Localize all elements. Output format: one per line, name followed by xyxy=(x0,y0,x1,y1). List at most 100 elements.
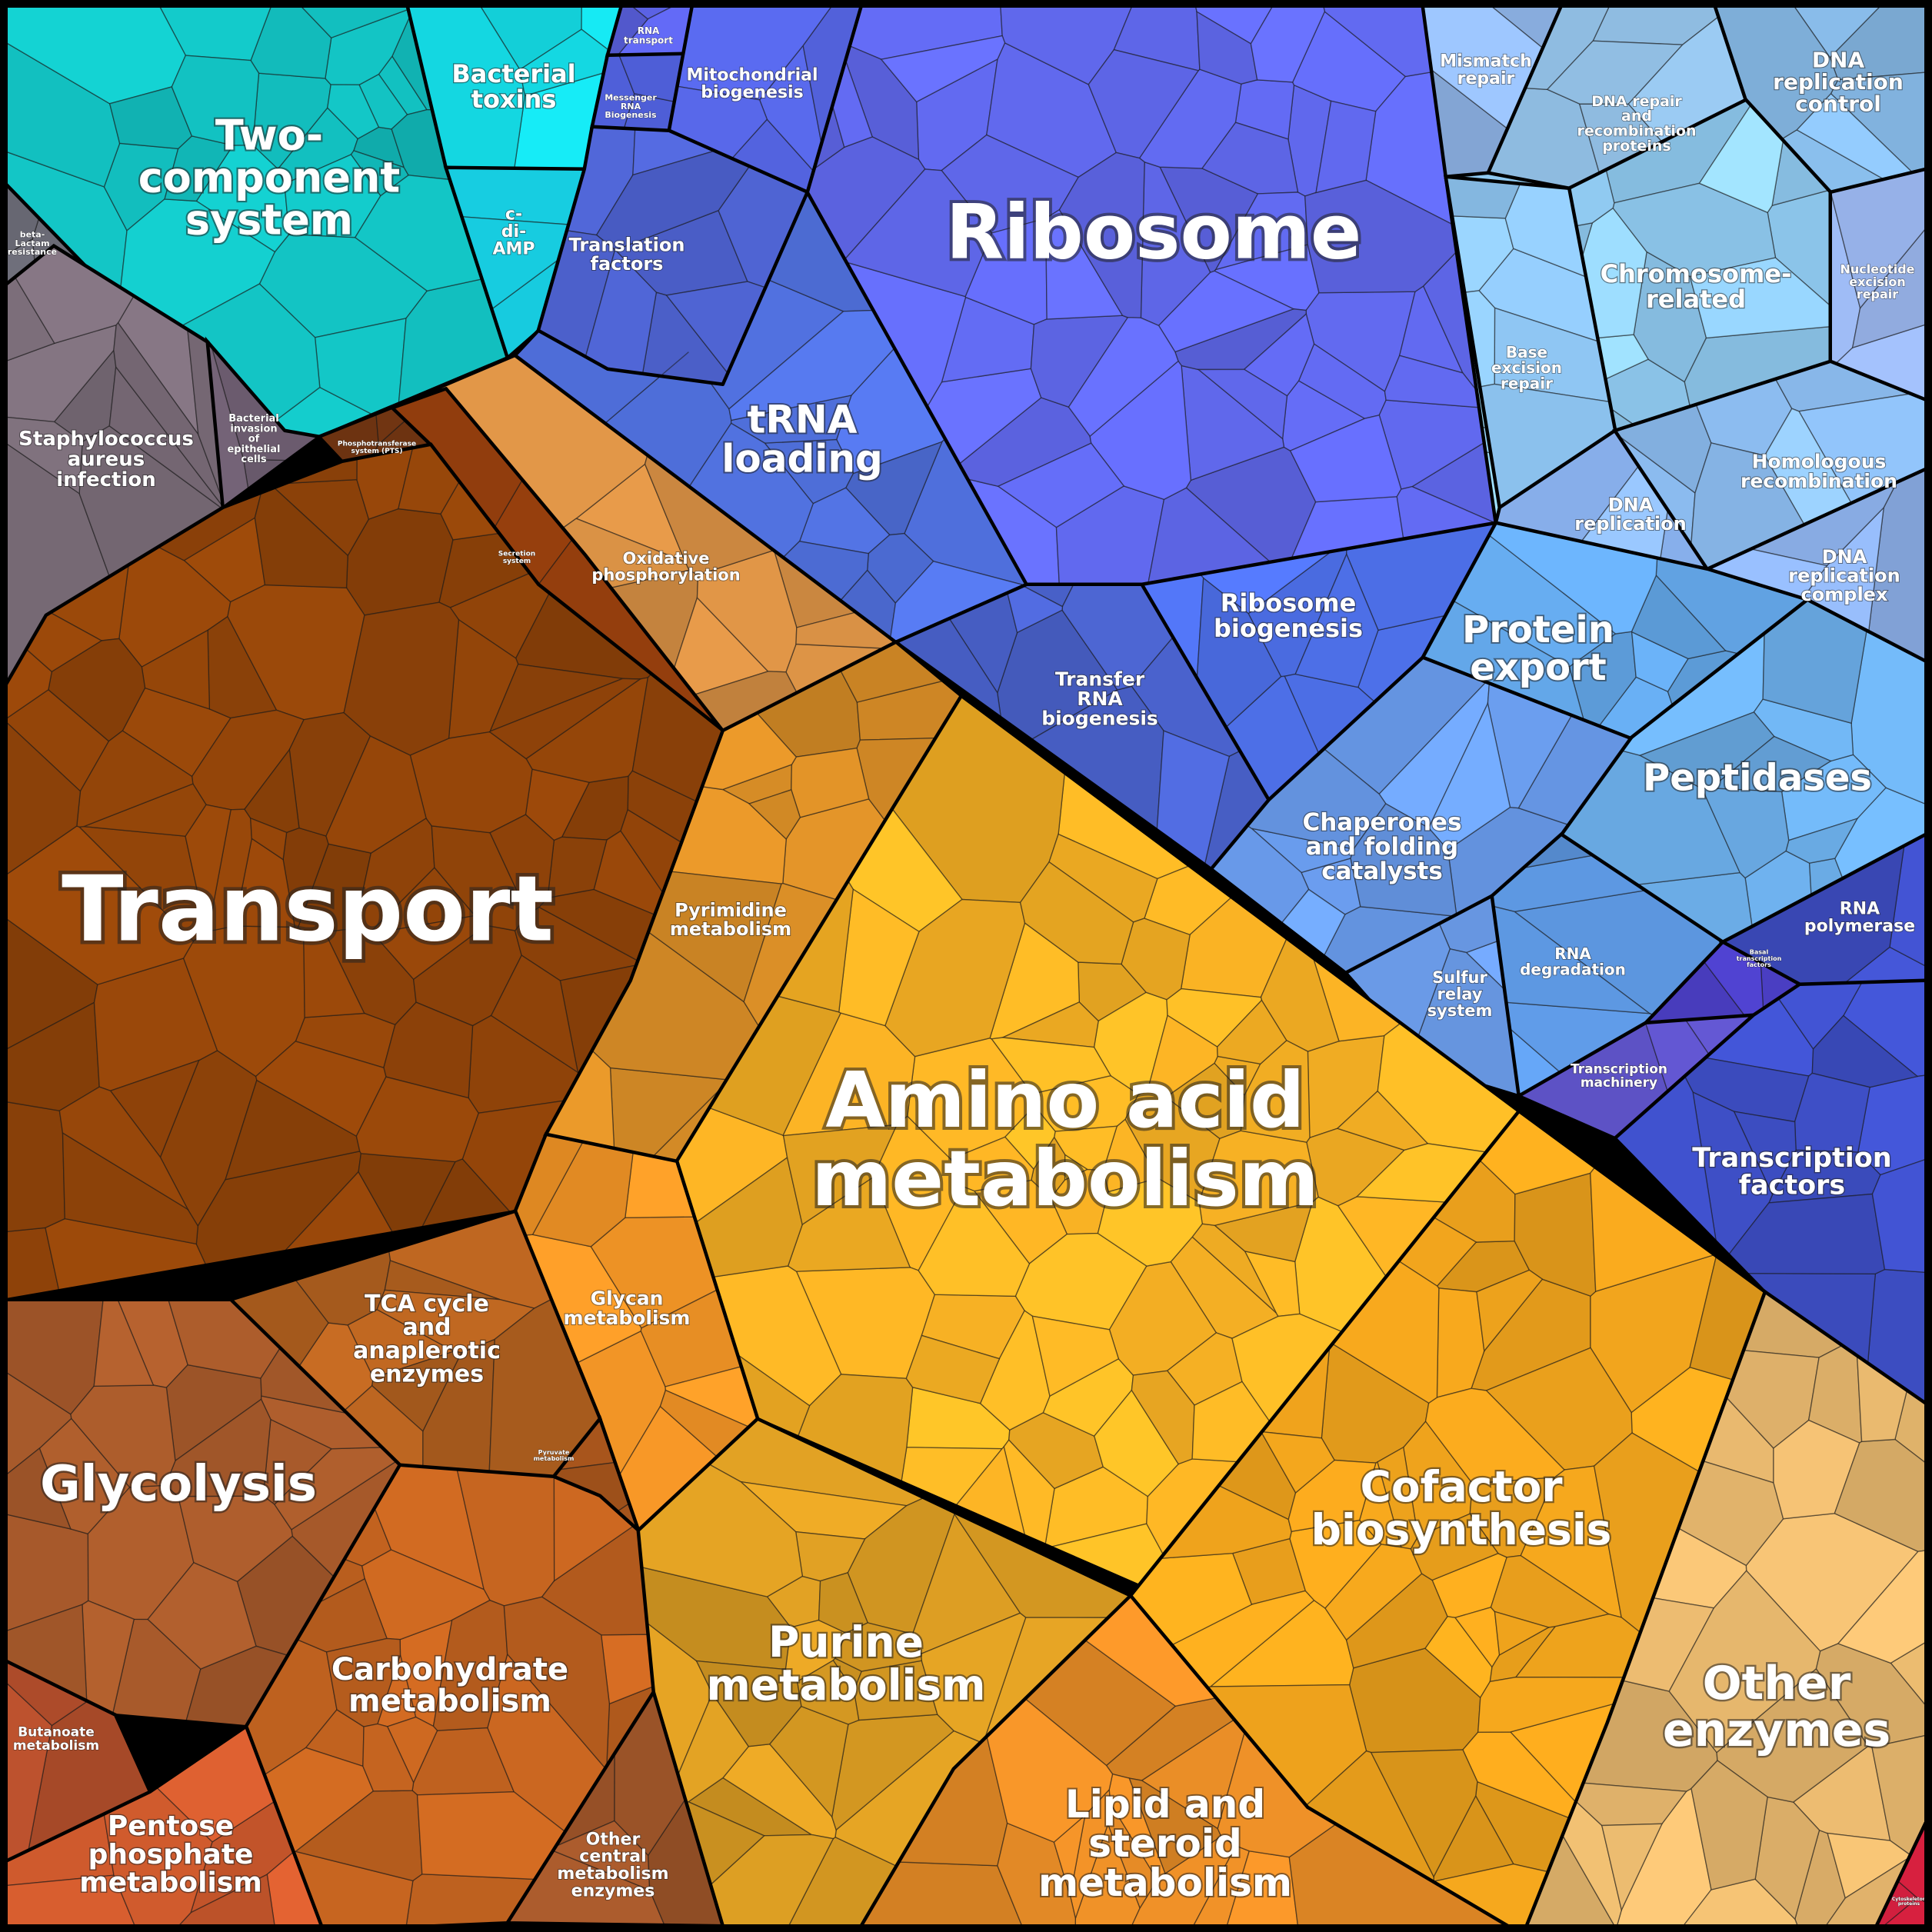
label-peptidases: Peptidases xyxy=(1643,756,1872,799)
label-beta-lactam: beta-Lactam resistance xyxy=(8,230,57,258)
region-ribosome xyxy=(805,4,1498,587)
label-sulfur: Sulfur relay system xyxy=(1427,968,1493,1020)
cell xyxy=(1068,317,1179,438)
label-pyruvate: Pyruvate metabolism xyxy=(534,1449,575,1462)
cell xyxy=(371,914,487,981)
region-transport xyxy=(4,442,725,1302)
label-pentose: Pentose phosphate metabolism xyxy=(79,1810,262,1899)
cell xyxy=(1794,1072,1870,1153)
cell xyxy=(905,1334,1001,1404)
cell xyxy=(58,1086,189,1211)
label-c-di-amp: c-di-AMP xyxy=(492,205,535,259)
region-pentose xyxy=(4,1724,326,1932)
label-protein-export: Protein export xyxy=(1462,608,1614,689)
cell xyxy=(997,442,1125,528)
label-translation: Translation factors xyxy=(569,234,685,275)
region-sulfur xyxy=(1343,893,1521,1099)
region-glycan xyxy=(513,1132,760,1534)
label-amino-acid: Amino acid metabolism xyxy=(811,1055,1319,1224)
cell xyxy=(355,1076,479,1163)
label-dna-replication: DNA replication xyxy=(1574,494,1686,535)
cell xyxy=(489,814,555,915)
cell xyxy=(1370,1749,1478,1878)
region-other-enzymes xyxy=(1524,1289,1928,1928)
region-oxphos xyxy=(391,353,900,734)
label-dna-repair: DNA repair and recombination proteins xyxy=(1577,93,1696,155)
label-pts: Phosphotransferase system (PTS) xyxy=(338,441,416,455)
label-rna-polymerase: RNA polymerase xyxy=(1804,900,1915,936)
label-ribo-biogenesis: Ribosome biogenesis xyxy=(1214,588,1363,643)
label-dna-rep-complex: DNA replication complex xyxy=(1788,546,1900,605)
cell xyxy=(1575,1782,1687,1827)
label-glycan: Glycan metabolism xyxy=(564,1287,691,1329)
cell xyxy=(362,1723,415,1792)
cell xyxy=(1004,1104,1056,1171)
label-cytoskeleton: Cytoskeleton proteins xyxy=(1892,1897,1926,1907)
label-mito: Mitochondrial biogenesis xyxy=(686,66,818,102)
cell xyxy=(1197,368,1288,440)
cell xyxy=(1315,100,1377,194)
region-carbohydrate xyxy=(244,1463,656,1932)
cell xyxy=(1031,1315,1120,1397)
cell xyxy=(343,601,460,756)
region-pyrimidine xyxy=(543,640,964,1164)
cell xyxy=(1216,999,1287,1065)
region-transfer-rna xyxy=(891,582,1272,872)
cell xyxy=(1477,1676,1625,1733)
region-mito xyxy=(667,4,864,195)
region-dna-rep-complex xyxy=(1701,466,1928,665)
cell xyxy=(303,931,365,1018)
cell xyxy=(834,1622,923,1672)
label-base-exc: Base excision repair xyxy=(1491,343,1562,393)
region-glycolysis xyxy=(4,1297,403,1729)
cell xyxy=(1019,861,1134,965)
cell xyxy=(490,954,579,1074)
cell xyxy=(1494,1611,1551,1656)
cell xyxy=(1601,1823,1664,1912)
label-homologous: Homologous recombination xyxy=(1740,450,1897,492)
label-transport: Transport xyxy=(62,856,554,962)
region-translation xyxy=(536,125,811,387)
cell xyxy=(1701,788,1790,879)
label-secretion: Secretion system xyxy=(498,551,535,565)
cell xyxy=(1410,1513,1499,1581)
label-cofactor: Cofactor biosynthesis xyxy=(1311,1462,1612,1554)
label-mismatch: Mismatch repair xyxy=(1440,52,1532,88)
cell xyxy=(76,730,194,828)
region-base-exc xyxy=(1444,175,1617,511)
region-tx-machinery xyxy=(1514,1012,1760,1141)
region-dna-rep-control xyxy=(1712,4,1928,195)
region-staph xyxy=(4,243,225,692)
cell xyxy=(1088,48,1200,159)
cell xyxy=(147,1561,257,1670)
label-transfer-rna: Transfer RNA biogenesis xyxy=(1041,668,1158,730)
label-tca: TCA cycle and anaplerotic enzymes xyxy=(353,1291,501,1388)
label-mrna-biogenesis: Messenger RNA Biogenesis xyxy=(605,93,657,121)
cell xyxy=(880,35,1006,103)
region-lipid xyxy=(858,1593,1515,1928)
label-other-enzymes: Other enzymes xyxy=(1663,1657,1890,1757)
label-bact-invasion: Bacterial invasion of epithelial cells xyxy=(227,413,280,465)
cell xyxy=(638,1464,804,1597)
label-tx-factors: Transcription factors xyxy=(1692,1143,1891,1201)
label-trna-loading: tRNA loading xyxy=(721,398,883,481)
cell xyxy=(1196,577,1282,728)
cell xyxy=(5,416,83,495)
cell xyxy=(1214,192,1309,271)
label-two-component: Two-component system xyxy=(138,111,400,244)
label-other-central: Other central metabolism enzymes xyxy=(557,1830,668,1900)
label-chaperones: Chaperones and folding catalysts xyxy=(1302,809,1461,885)
region-rna-polymerase xyxy=(1718,831,1928,987)
cell xyxy=(991,1037,1112,1094)
cell xyxy=(1476,1269,1544,1353)
cell xyxy=(1424,1387,1566,1484)
cell xyxy=(327,84,380,140)
cell xyxy=(1350,803,1457,917)
label-rna-transport: RNA transport xyxy=(624,25,673,45)
region-c-di-amp xyxy=(443,165,588,361)
cell xyxy=(409,731,533,834)
cell xyxy=(918,1186,1031,1297)
cell xyxy=(1243,313,1315,397)
cell xyxy=(489,678,642,760)
